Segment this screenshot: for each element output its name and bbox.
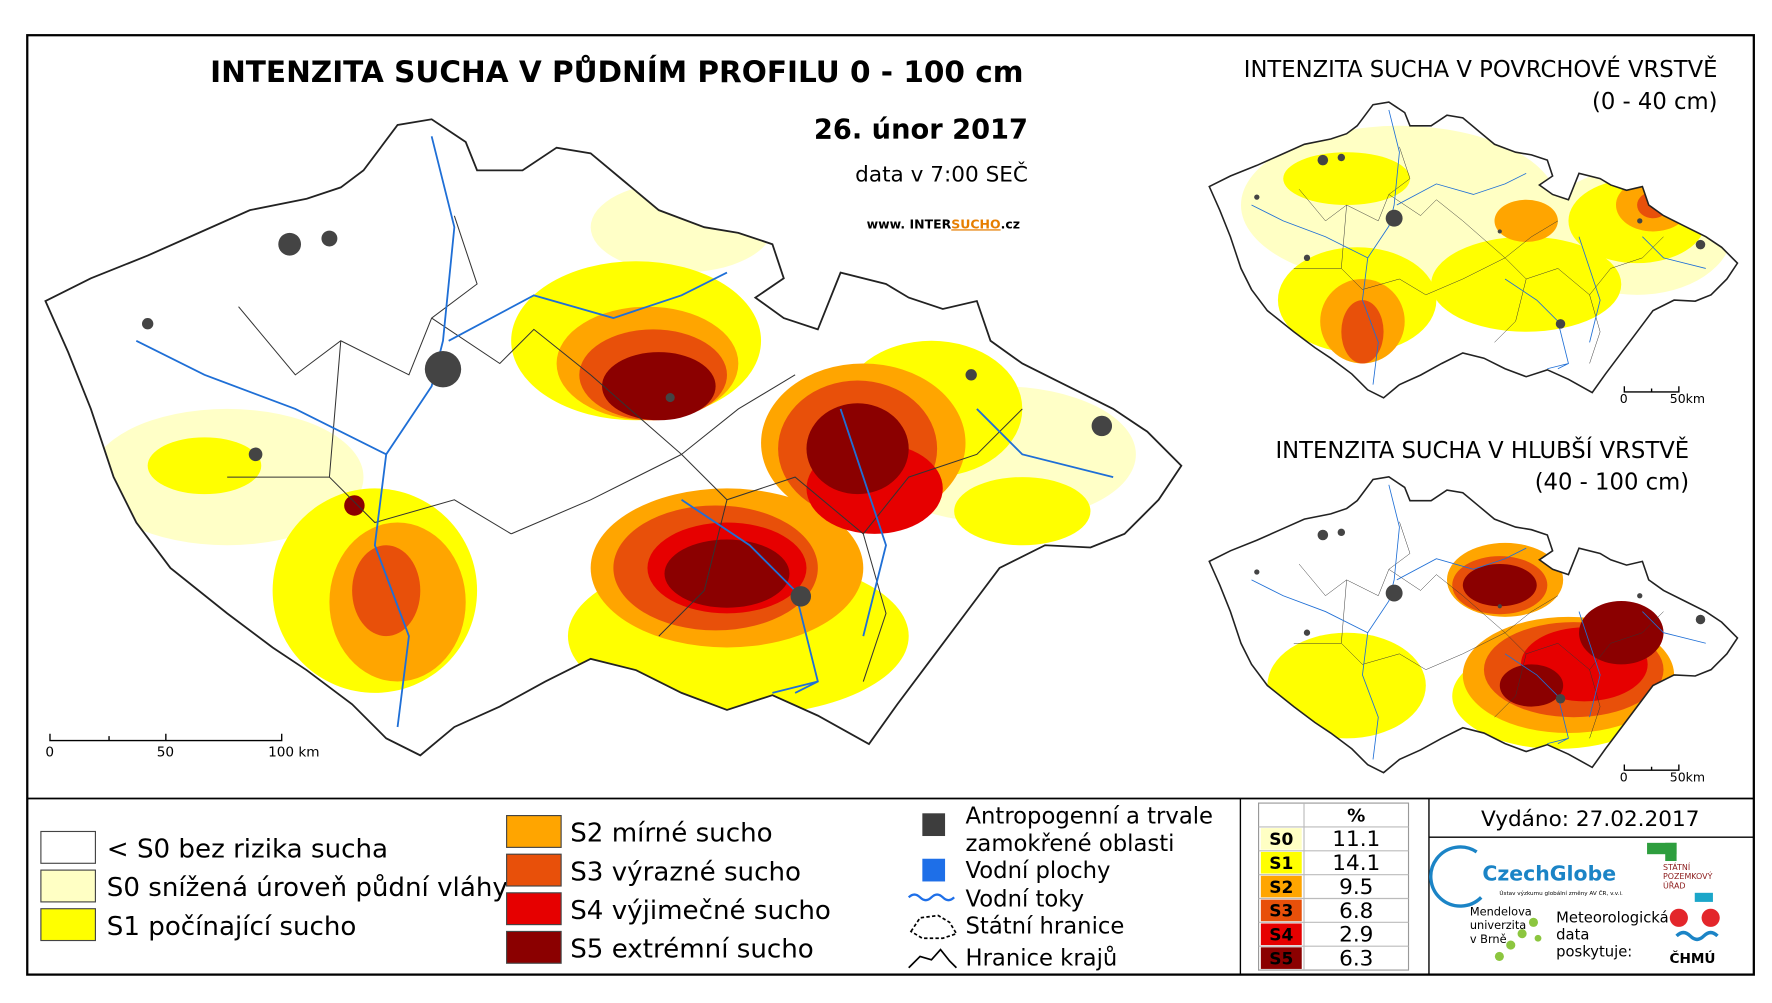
website-part: SUCHO	[951, 216, 1000, 231]
legend-label: S5 extrémní sucho	[570, 935, 814, 965]
scale-label: 100 km	[268, 745, 320, 761]
percent-table: % S0 11.1 S1 14.1 S2 9.5 S3 6.8 S4 2.9 S5 6.3	[1258, 802, 1410, 972]
date: 26. únor 2017	[814, 115, 1028, 146]
class-label: S3	[1269, 902, 1293, 922]
logo-meteo: data	[1556, 926, 1589, 943]
legend-label: < S0 bez rizika sucha	[107, 835, 388, 865]
legend-swatch	[506, 892, 562, 926]
logos: CzechGlobe Ústav výzkumu globální změny …	[1429, 842, 1720, 967]
legend-label: Vodní plochy	[966, 858, 1111, 884]
website-part: www. INTER	[867, 216, 952, 231]
legend-label: S3 výrazné sucho	[570, 857, 801, 887]
logo-spu: POZEMKOVÝ	[1663, 870, 1713, 881]
legend-swatch	[40, 869, 96, 903]
percent-value: 9.5	[1339, 875, 1373, 900]
legend-swatch	[506, 930, 562, 964]
scale-labels: 0 50 100 km 0 50km 0 50km	[45, 391, 1705, 784]
class-cell	[1260, 851, 1302, 874]
surface-subtitle: (0 - 40 cm)	[1592, 89, 1718, 115]
percent-value: 14.1	[1332, 851, 1380, 876]
logo-chmu: ČHMÚ	[1669, 949, 1715, 967]
class-cell	[1260, 947, 1302, 969]
legend-label: zamokřené oblasti	[966, 831, 1175, 857]
class-label: S2	[1269, 878, 1293, 898]
logo-mendel: v Brně	[1470, 932, 1507, 946]
percent-value: 6.3	[1339, 947, 1373, 972]
class-cell	[1260, 923, 1302, 946]
main-map	[44, 118, 1183, 757]
surface-map	[1208, 101, 1739, 399]
data-time: data v 7:00 SEČ	[855, 162, 1028, 188]
deep-title: INTENZITA SUCHA V HLUBŠÍ VRSTVĚ	[1275, 436, 1689, 464]
percent-value: 11.1	[1332, 827, 1380, 852]
legend-label: Hranice krajů	[966, 945, 1118, 972]
issued: Vydáno: 27.02.2017	[1481, 807, 1699, 832]
logo-spu: ÚŘAD	[1663, 879, 1686, 890]
legend-label: Státní hranice	[966, 914, 1125, 940]
class-label: S0	[1269, 830, 1293, 850]
legend-label: Vodní toky	[966, 886, 1085, 912]
class-label: S1	[1269, 854, 1293, 874]
website-part: .cz	[1001, 216, 1020, 231]
scale-bars	[49, 386, 1680, 771]
logo-czechglobe: CzechGlobe	[1482, 861, 1616, 885]
percent-value: 2.9	[1339, 923, 1373, 948]
scale-label: 0	[45, 745, 54, 761]
scale-label: 0	[1620, 769, 1628, 784]
legend-label: S4 výjimečné sucho	[570, 896, 831, 926]
legend: < S0 bez rizika sucha S0 snížená úroveň p…	[40, 804, 1214, 972]
class-label: S5	[1269, 949, 1293, 969]
logo-mendel: univerzita	[1470, 918, 1526, 932]
logo-meteo: poskytuje:	[1556, 943, 1632, 960]
table-header: %	[1347, 805, 1365, 826]
legend-swatch	[506, 853, 562, 887]
scale-label: 50	[157, 745, 174, 761]
scale-label: 50km	[1670, 769, 1705, 784]
deep-subtitle: (40 - 100 cm)	[1535, 470, 1689, 496]
logo-mendel: Mendelova	[1470, 905, 1532, 919]
class-cell	[1260, 899, 1302, 922]
class-cell	[1260, 828, 1302, 850]
logo-spu: STÁTNÍ	[1663, 861, 1691, 872]
logo-meteo: Meteorologická	[1556, 909, 1668, 926]
class-cell	[1260, 875, 1302, 898]
scale-label: 0	[1620, 391, 1628, 406]
legend-label: Antropogenní a trvale	[966, 804, 1214, 830]
logo-czechglobe-sub: Ústav výzkumu globální změny AV ČR, v.v.…	[1499, 890, 1623, 897]
legend-swatch	[40, 830, 96, 864]
scale-label: 50km	[1670, 391, 1705, 406]
website: www. INTERSUCHO.cz	[867, 216, 1020, 231]
deep-map	[1208, 476, 1739, 774]
legend-symbols	[907, 813, 958, 969]
percent-value: 6.8	[1339, 899, 1373, 924]
main-title: INTENZITA SUCHA V PŮDNÍM PROFILU 0 - 100…	[210, 53, 1023, 89]
legend-label: S0 snížená úroveň půdní vláhy	[107, 873, 508, 903]
surface-title: INTENZITA SUCHA V POVRCHOVÉ VRSTVĚ	[1244, 55, 1718, 83]
legend-label: S2 mírné sucho	[570, 819, 772, 849]
legend-swatch	[506, 815, 562, 848]
class-label: S4	[1269, 926, 1293, 946]
legend-swatch	[40, 908, 96, 942]
legend-label: S1 počínající sucho	[107, 912, 357, 942]
